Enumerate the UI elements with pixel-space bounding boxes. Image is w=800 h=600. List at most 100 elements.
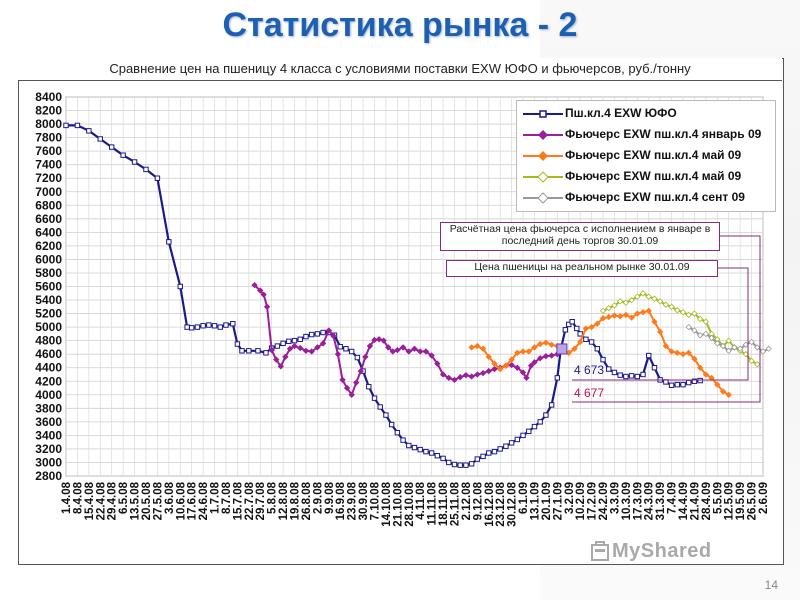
y-tick-label: 6600 (35, 212, 62, 226)
annotation-spot-note: Цена пшеницы на реальном рынке 30.01.09 (446, 260, 718, 277)
y-tick-label: 3200 (35, 442, 62, 456)
series-point (719, 342, 727, 350)
x-tick-label: 1.7.08 (210, 481, 222, 514)
series-point (523, 374, 530, 382)
series-point (503, 443, 509, 449)
x-tick-label: 23.9.08 (347, 481, 359, 520)
legend-item-futures-jan: Фьючерс EXW пш.кл.4 январь 09 (517, 126, 775, 144)
series-point (154, 175, 161, 181)
x-tick-label: 18.11.08 (438, 481, 450, 526)
series-point (131, 159, 138, 165)
series-point (537, 355, 544, 362)
x-tick-label: 5.5.09 (712, 482, 724, 514)
series-point (457, 462, 463, 468)
x-tick-label: 6.1.09 (518, 482, 530, 514)
x-tick-label: 2.12.08 (461, 481, 473, 520)
series-point (388, 421, 395, 428)
series-point (485, 367, 492, 375)
value-label-spot: 4 673 (574, 363, 605, 377)
series-point (343, 384, 351, 392)
series-point (177, 283, 183, 290)
series-point (86, 128, 92, 134)
x-tick-label: 10.3.09 (621, 482, 633, 520)
y-tick-label: 5200 (35, 307, 62, 321)
series-point (303, 333, 309, 340)
series-point (569, 318, 575, 325)
x-tick-label: 24.2.09 (598, 482, 610, 520)
y-tick-label: 8200 (35, 104, 62, 118)
series-point (320, 329, 326, 336)
x-tick-label: 12.8.08 (278, 481, 290, 520)
slide-title: Статистика рынка - 2 (222, 6, 578, 44)
series-point (702, 330, 710, 338)
legend-item-futures-sep: Фьючерс EXW пш.кл.4 сент 09 (517, 189, 775, 207)
series-point (234, 341, 241, 347)
series-point (599, 315, 607, 322)
x-tick-label: 5.8.08 (267, 481, 279, 514)
series-point (623, 373, 629, 380)
series-point (166, 239, 172, 245)
series-point (668, 303, 675, 310)
series-point (377, 404, 383, 410)
series-point (611, 369, 618, 376)
series-point (714, 340, 721, 347)
series-point (468, 344, 475, 351)
series-point (411, 444, 418, 451)
x-tick-label: 19.8.08 (290, 481, 302, 520)
series-point (457, 374, 464, 381)
x-tick-label: 9.9.08 (324, 481, 336, 514)
x-tick-label: 16.12.08 (484, 481, 496, 526)
series-point (645, 293, 652, 300)
series-point (446, 459, 452, 466)
series-point (583, 336, 589, 342)
series-point (417, 348, 424, 355)
series-point (330, 332, 337, 340)
series-point (656, 298, 664, 305)
series-point (423, 448, 429, 455)
series-point (662, 342, 670, 350)
x-tick-label: 22.4.08 (95, 481, 107, 520)
y-tick-label: 5000 (35, 320, 62, 334)
series-point (206, 322, 212, 328)
series-point (605, 313, 612, 321)
series-point (491, 448, 498, 455)
series-point (640, 371, 646, 378)
legend-swatch-futures-may-orange (523, 151, 563, 161)
series-point (628, 296, 635, 304)
series-point (531, 344, 538, 351)
y-tick-label: 7400 (35, 158, 62, 172)
series-point (375, 336, 383, 343)
series-point (217, 324, 223, 330)
x-tick-label: 24.6.08 (198, 481, 210, 520)
series-point (531, 359, 538, 366)
y-tick-label: 7200 (35, 171, 62, 185)
series-point (719, 388, 727, 395)
series-point (599, 307, 607, 315)
y-tick-label: 3000 (35, 455, 62, 469)
legend-label-spot: Пш.кл.4 EXW ЮФО (565, 106, 677, 120)
series-point (143, 166, 149, 173)
series-point (491, 360, 498, 367)
series-point (297, 344, 304, 352)
x-tick-label: 28.10.08 (404, 481, 416, 526)
x-tick-label: 11.11.08 (427, 481, 439, 525)
series-point (634, 373, 641, 380)
x-tick-label: 25.11.08 (449, 481, 461, 526)
series-point (519, 369, 527, 376)
x-tick-label: 17.2.09 (587, 482, 599, 520)
x-tick-label: 3.2.09 (564, 482, 576, 514)
chart-title: Сравнение цен на пшеницу 4 класса с усло… (18, 58, 782, 81)
series-point (519, 348, 527, 355)
series-point (714, 381, 721, 388)
x-tick-label: 27.1.09 (552, 482, 564, 520)
series-point (562, 327, 569, 333)
series-point (343, 346, 349, 352)
series-point (194, 324, 201, 330)
series-point (617, 298, 624, 305)
series-point (574, 325, 580, 332)
series-line (471, 309, 730, 396)
series-point (286, 345, 294, 352)
legend-label-futures-jan: Фьючерс EXW пш.кл.4 январь 09 (565, 127, 762, 141)
series-point (445, 374, 452, 382)
x-tick-label: 14.10.08 (381, 481, 393, 526)
